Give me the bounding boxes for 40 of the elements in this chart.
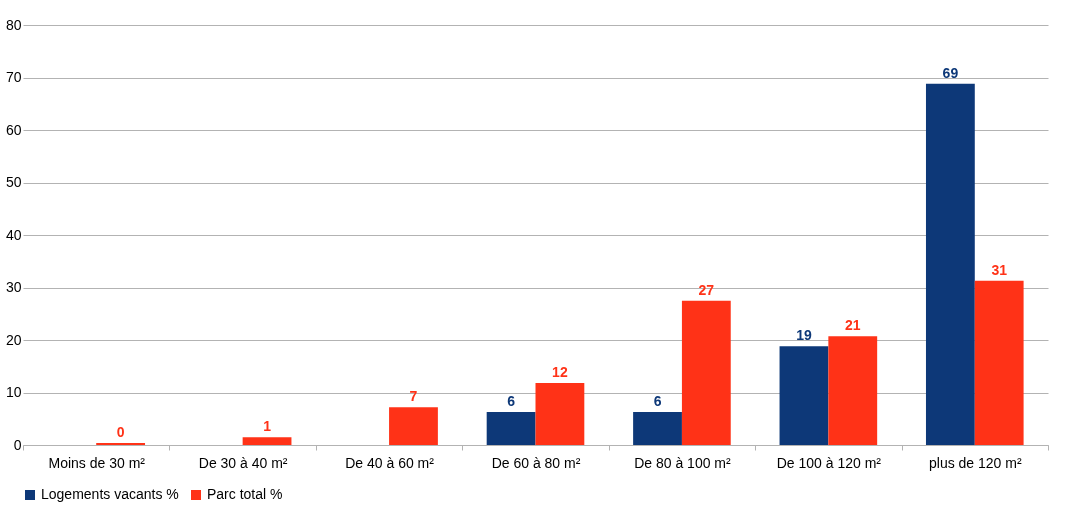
bar: [633, 411, 682, 445]
legend-label: Parc total %: [207, 486, 283, 502]
data-label: 7: [409, 388, 418, 405]
data-label: 27: [698, 281, 715, 298]
bar: [681, 300, 731, 445]
data-label: 69: [942, 64, 959, 81]
data-label: 6: [653, 392, 662, 409]
bar: [389, 407, 438, 445]
bar: [96, 442, 146, 445]
bar: [242, 437, 292, 445]
bar: [779, 346, 829, 445]
data-label: 0: [116, 423, 125, 440]
x-tick-label: De 100 à 120 m²: [776, 454, 882, 471]
y-tick-label: 20: [5, 331, 22, 348]
data-label: 21: [844, 317, 861, 334]
y-tick-label: 10: [5, 384, 22, 400]
x-tick-label: De 40 à 60 m²: [345, 454, 435, 471]
x-tick-label: plus de 120 m²: [928, 454, 1022, 471]
y-tick-label: 60: [5, 121, 22, 138]
x-tick-label: Moins de 30 m²: [48, 454, 146, 471]
data-label: 12: [552, 364, 568, 381]
y-tick-label: 80: [5, 16, 22, 33]
x-tick-label: De 80 à 100 m²: [634, 454, 732, 471]
data-label: 31: [991, 261, 1008, 278]
data-label: 1: [263, 418, 272, 435]
y-tick-label: 0: [13, 436, 22, 453]
y-tick-label: 70: [5, 69, 22, 85]
y-tick-label: 40: [5, 226, 22, 243]
data-label: 19: [796, 327, 812, 344]
bar: [486, 411, 536, 445]
x-tick-label: De 60 à 80 m²: [491, 454, 581, 471]
data-label: 6: [507, 392, 516, 409]
x-tick-label: De 30 à 40 m²: [198, 454, 288, 471]
bar: [974, 280, 1024, 445]
legend-label: Logements vacants %: [41, 486, 179, 502]
bar: [828, 336, 878, 445]
bar: [925, 83, 975, 445]
y-tick-label: 50: [5, 174, 22, 190]
y-tick-label: 30: [5, 279, 22, 295]
bar: [535, 383, 585, 445]
